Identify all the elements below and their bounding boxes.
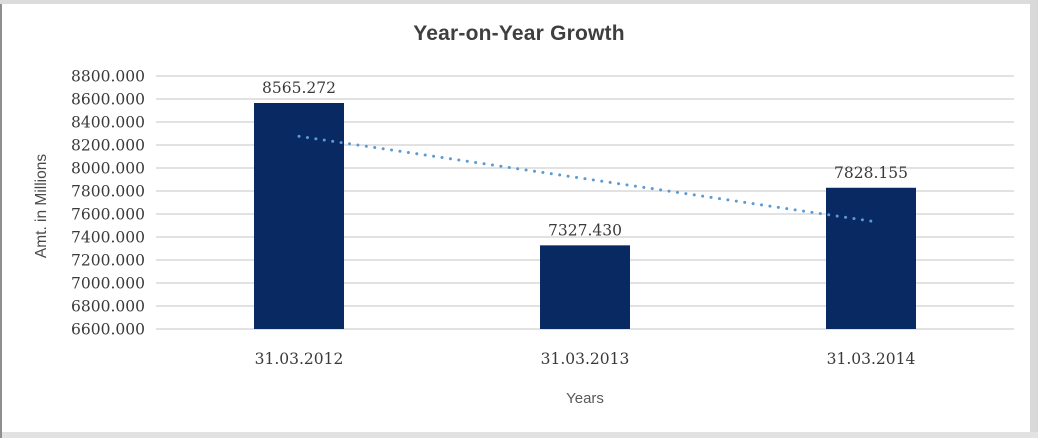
- y-tick-label: 7200.000: [71, 252, 145, 270]
- x-category-label: 31.03.2012: [255, 350, 344, 368]
- x-axis-title: Years: [566, 390, 604, 407]
- y-tick-label: 7600.000: [71, 206, 145, 224]
- window-edge-bottom: [0, 432, 1038, 438]
- y-tick-label: 8800.000: [71, 68, 145, 86]
- bar-data-label: 7828.155: [834, 164, 908, 182]
- y-tick-label: 6800.000: [71, 298, 145, 316]
- y-axis-title: Amt. in Millions: [33, 153, 50, 259]
- y-tick-label: 7800.000: [71, 183, 145, 201]
- y-tick-label: 6600.000: [71, 321, 145, 339]
- bar: [826, 187, 916, 329]
- chart-title: Year-on-Year Growth: [413, 22, 625, 45]
- window-edge-left: [0, 4, 2, 438]
- y-tick-label: 8400.000: [71, 114, 145, 132]
- bar-data-label: 7327.430: [548, 221, 622, 239]
- bar: [540, 245, 630, 329]
- y-tick-label: 8200.000: [71, 137, 145, 155]
- y-tick-label: 7000.000: [71, 275, 145, 293]
- y-tick-label: 8000.000: [71, 160, 145, 178]
- y-tick-label: 7400.000: [71, 229, 145, 247]
- bar: [254, 102, 344, 330]
- bar-data-label: 8565.272: [262, 79, 336, 97]
- trendline: [297, 134, 873, 223]
- y-tick-label: 8600.000: [71, 91, 145, 109]
- window-edge-top: [0, 0, 1038, 4]
- x-category-label: 31.03.2014: [827, 350, 916, 368]
- x-category-label: 31.03.2013: [541, 350, 630, 368]
- window-edge-right: [1030, 0, 1038, 438]
